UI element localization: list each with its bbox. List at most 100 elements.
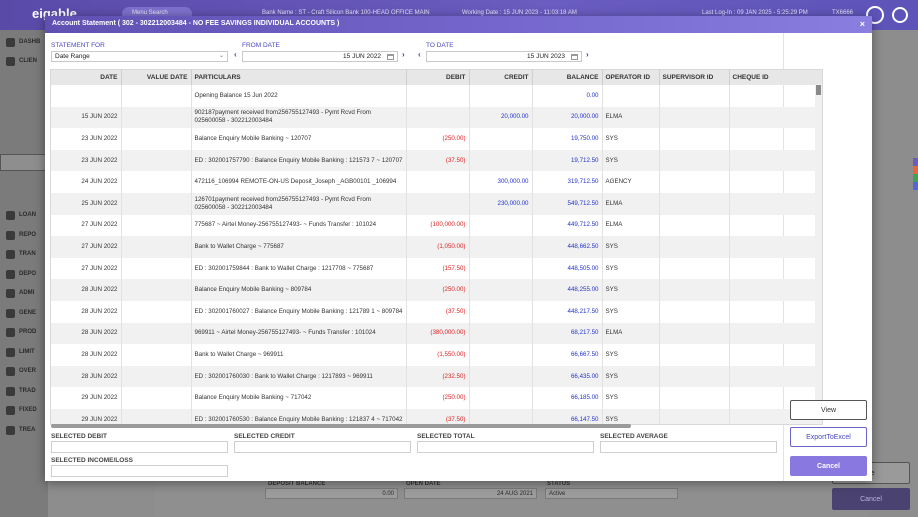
background-cancel-button[interactable]: Cancel bbox=[832, 488, 910, 510]
cell-value-date bbox=[121, 128, 192, 150]
table-row[interactable]: 28 JUN 2022 ED : 302001760027 : Balance E… bbox=[51, 300, 822, 323]
statement-for-select[interactable]: Date Range ⌄ bbox=[51, 51, 228, 62]
cell-value-date bbox=[121, 344, 192, 366]
table-row[interactable]: 23 JUN 2022 ED : 302001757790 : Balance E… bbox=[51, 149, 822, 172]
cancel-button[interactable]: Cancel bbox=[790, 456, 867, 476]
cell-balance: 448,217.50 bbox=[532, 300, 603, 323]
table-row[interactable]: 27 JUN 2022 775687 ~ Airtel Money-2567551… bbox=[51, 214, 822, 237]
sidebar-item-transactions[interactable]: TRAN bbox=[6, 247, 48, 261]
table-row[interactable]: 27 JUN 2022 ED : 302001759844 : Bank to W… bbox=[51, 257, 822, 280]
table-row[interactable]: 25 JUN 2022 126701payment received from25… bbox=[51, 192, 822, 215]
table-vertical-scrollbar[interactable] bbox=[815, 84, 822, 424]
table-row[interactable]: 28 JUN 2022 ED : 302001760030 : Bank to W… bbox=[51, 365, 822, 388]
export-to-excel-button[interactable]: ExportToExcel bbox=[790, 427, 867, 447]
sidebar-item-overdraft[interactable]: OVER bbox=[6, 364, 48, 378]
cell-value-date bbox=[121, 279, 192, 301]
cell-operator: SYS bbox=[602, 344, 660, 366]
to-date-prev-arrow[interactable]: ‹ bbox=[418, 50, 421, 59]
cell-supervisor bbox=[659, 106, 730, 129]
sidebar-item-general[interactable]: GENE bbox=[6, 306, 48, 320]
cell-credit bbox=[469, 128, 533, 150]
sidebar-item-dashboard[interactable]: DASHB bbox=[6, 35, 48, 49]
table-row[interactable]: 29 JUN 2022 Balance Enquiry Mobile Bankin… bbox=[51, 387, 822, 409]
cell-cheque bbox=[729, 300, 822, 323]
cell-value-date bbox=[121, 257, 192, 280]
sidebar-item-products[interactable]: PROD bbox=[6, 325, 48, 339]
cell-supervisor bbox=[659, 344, 730, 366]
column-header-supervisor-id[interactable]: SUPERVISOR ID bbox=[659, 70, 730, 85]
cell-credit: 300,000.00 bbox=[469, 171, 533, 193]
sidebar-item-deposits[interactable]: DEPO bbox=[6, 267, 48, 281]
power-icon[interactable] bbox=[892, 7, 908, 23]
sidebar-item-treasury[interactable]: TREA bbox=[6, 423, 48, 437]
cell-supervisor bbox=[659, 365, 730, 388]
table-row[interactable]: Opening Balance 15 Jun 2022 0.00 bbox=[51, 85, 822, 107]
accent-color-0 bbox=[913, 158, 918, 166]
table-row[interactable]: 29 JUN 2022 ED : 302001760530 : Balance E… bbox=[51, 408, 822, 424]
status-label: STATUS bbox=[547, 481, 571, 487]
cell-credit bbox=[469, 322, 533, 345]
cell-credit bbox=[469, 85, 533, 107]
table-row[interactable]: 28 JUN 2022 Bank to Wallet Charge ~ 96991… bbox=[51, 344, 822, 366]
deposit-balance-label: DEPOSIT BALANCE bbox=[268, 481, 326, 487]
cell-particulars: Balance Enquiry Mobile Banking ~ 717042 bbox=[191, 387, 407, 409]
column-header-cheque-id[interactable]: CHEQUE ID bbox=[729, 70, 822, 85]
column-header-balance[interactable]: BALANCE bbox=[532, 70, 603, 85]
cell-balance: 448,255.00 bbox=[532, 279, 603, 301]
close-icon[interactable]: × bbox=[859, 19, 865, 29]
table-row[interactable]: 28 JUN 2022 Balance Enquiry Mobile Bankin… bbox=[51, 279, 822, 301]
cell-supervisor bbox=[659, 279, 730, 301]
cell-debit: (37.50) bbox=[406, 149, 470, 172]
cell-debit: (232.50) bbox=[406, 365, 470, 388]
cell-date: 23 JUN 2022 bbox=[51, 149, 122, 172]
sidebar-item-trade[interactable]: TRAD bbox=[6, 384, 48, 398]
cell-date: 29 JUN 2022 bbox=[51, 387, 122, 409]
cell-particulars: Balance Enquiry Mobile Banking ~ 120707 bbox=[191, 128, 407, 150]
from-date-input[interactable]: 15 JUN 2022 bbox=[242, 51, 398, 62]
sidebar-item-limits[interactable]: LIMIT bbox=[6, 345, 48, 359]
selected-income-loss-field bbox=[51, 465, 228, 477]
cell-debit bbox=[406, 106, 470, 129]
sidebar-item-fixed[interactable]: FIXED bbox=[6, 403, 48, 417]
table-row[interactable]: 23 JUN 2022 Balance Enquiry Mobile Bankin… bbox=[51, 128, 822, 150]
cell-cheque bbox=[729, 365, 822, 388]
from-date-label: FROM DATE bbox=[242, 42, 280, 49]
sidebar-item-admin[interactable]: ADMI bbox=[6, 286, 48, 300]
user-icon[interactable] bbox=[866, 6, 884, 24]
cell-operator: ELMA bbox=[602, 322, 660, 345]
column-header-credit[interactable]: CREDIT bbox=[469, 70, 533, 85]
column-header-value-date[interactable]: VALUE DATE bbox=[121, 70, 192, 85]
sidebar-item-loans[interactable]: LOAN bbox=[6, 208, 48, 222]
column-header-particulars[interactable]: PARTICULARS bbox=[191, 70, 407, 85]
column-header-operator-id[interactable]: OPERATOR ID bbox=[602, 70, 660, 85]
cell-date: 28 JUN 2022 bbox=[51, 300, 122, 323]
column-header-debit[interactable]: DEBIT bbox=[406, 70, 470, 85]
table-row[interactable]: 15 JUN 2022 902187payment received from25… bbox=[51, 106, 822, 129]
cell-credit bbox=[469, 344, 533, 366]
calendar-icon[interactable] bbox=[387, 54, 394, 60]
table-horizontal-scrollbar[interactable] bbox=[51, 424, 631, 428]
loans-icon bbox=[6, 210, 15, 220]
sidebar-item-clients[interactable]: CLIEN bbox=[6, 54, 48, 68]
calendar-icon[interactable] bbox=[571, 54, 578, 60]
scrollbar-thumb[interactable] bbox=[816, 85, 821, 95]
table-row[interactable]: 27 JUN 2022 Bank to Wallet Charge ~ 77568… bbox=[51, 236, 822, 258]
cell-date: 28 JUN 2022 bbox=[51, 279, 122, 301]
cell-particulars: Bank to Wallet Charge ~ 775687 bbox=[191, 236, 407, 258]
table-row[interactable]: 28 JUN 2022 969911 ~ Airtel Money-2567551… bbox=[51, 322, 822, 345]
cell-particulars: 902187payment received from256755127493 … bbox=[191, 106, 407, 129]
to-date-input[interactable]: 15 JUN 2023 bbox=[426, 51, 582, 62]
table-row[interactable]: 24 JUN 2022 472116_106994 REMOTE-ON-US De… bbox=[51, 171, 822, 193]
cell-cheque bbox=[729, 106, 822, 129]
selected-credit-label: SELECTED CREDIT bbox=[234, 433, 295, 440]
from-date-prev-arrow[interactable]: ‹ bbox=[234, 50, 237, 59]
from-date-next-arrow[interactable]: › bbox=[402, 50, 405, 59]
cell-balance: 20,000.00 bbox=[532, 106, 603, 129]
cell-date: 27 JUN 2022 bbox=[51, 214, 122, 237]
cell-particulars: ED : 302001760030 : Bank to Wallet Charg… bbox=[191, 365, 407, 388]
fixed-icon bbox=[6, 405, 15, 415]
view-button[interactable]: View bbox=[790, 400, 867, 420]
sidebar-item-reports[interactable]: REPO bbox=[6, 228, 48, 242]
column-header-date[interactable]: DATE bbox=[51, 70, 122, 85]
to-date-next-arrow[interactable]: › bbox=[586, 50, 589, 59]
